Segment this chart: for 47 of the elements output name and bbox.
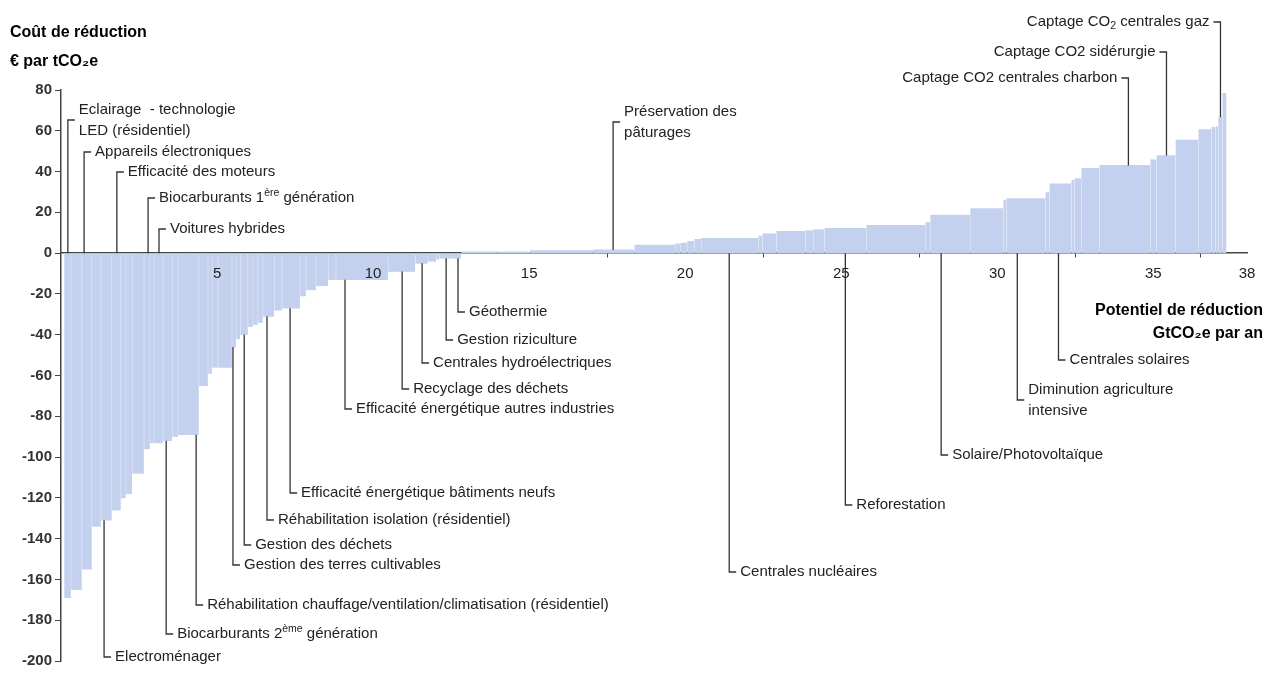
y-tick-label: -20 <box>30 284 52 302</box>
y-tick-label: 40 <box>35 161 52 179</box>
y-tick-label: -180 <box>21 610 52 628</box>
annotation: Eclairage - technologie LED (résidentiel) <box>78 99 236 138</box>
x-tick-label: 5 <box>212 264 222 282</box>
y-tick-label: -80 <box>30 406 52 424</box>
x-tick-label: 35 <box>1145 264 1162 282</box>
y-tick-label: -40 <box>30 324 52 342</box>
annotation: Captage CO2 centrales charbon <box>902 68 1118 86</box>
annotation: Gestion riziculture <box>457 330 578 348</box>
y-tick-label: -60 <box>30 365 52 383</box>
x-tick-label: 30 <box>988 264 1006 282</box>
annotation: Préservation des pâturages <box>624 101 737 140</box>
annotation: Reforestation <box>856 495 946 513</box>
annotation: Réhabilitation isolation (résidentiel) <box>277 510 511 528</box>
annotation: Centrales hydroélectriques <box>433 353 612 371</box>
y-tick-label: 60 <box>35 120 52 138</box>
annotation: Appareils électroniques <box>95 142 252 160</box>
annotation: Gestion des déchets <box>255 535 392 553</box>
annotation: Réhabilitation chauffage/ventilation/climatisation (résidentiel) <box>207 595 609 613</box>
y-tick-label: -100 <box>21 447 52 465</box>
x-tick-label: 15 <box>520 264 538 282</box>
y-tick-label: -200 <box>21 651 52 669</box>
x-tick-label: 10 <box>364 264 382 282</box>
x-tick-label: 38 <box>1238 264 1256 282</box>
annotation: Solaire/Photovoltaïque <box>952 445 1104 463</box>
annotation: Captage CO2 sidérurgie <box>993 42 1156 60</box>
y-tick-label: 80 <box>35 80 52 98</box>
annotation: Recyclage des déchets <box>413 379 569 397</box>
annotation: Diminution agriculture intensive <box>1028 379 1174 418</box>
y-tick-label: -160 <box>21 569 52 587</box>
annotation: Voitures hybrides <box>170 219 286 237</box>
annotation: Efficacité énergétique autres industries <box>356 399 615 417</box>
y-tick-label: 20 <box>35 202 52 220</box>
annotation: Géothermie <box>469 302 548 320</box>
x-axis-title: Potentiel de réduction GtCO₂e par an <box>1094 301 1264 342</box>
annotation: Centrales solaires <box>1069 350 1190 368</box>
annotation: Electroménager <box>115 647 221 665</box>
annotation: Efficacité des moteurs <box>127 162 276 180</box>
y-axis-title: Coût de réduction € par tCO₂e <box>10 23 147 70</box>
y-tick-label: 0 <box>43 243 52 261</box>
annotation: Centrales nucléaires <box>740 562 877 580</box>
annotation: Efficacité énergétique bâtiments neufs <box>301 483 556 501</box>
y-tick-label: -120 <box>21 488 52 505</box>
annotation: Gestion des terres cultivables <box>243 555 441 573</box>
x-tick-label: 20 <box>676 264 694 282</box>
y-tick-label: -140 <box>21 528 52 546</box>
